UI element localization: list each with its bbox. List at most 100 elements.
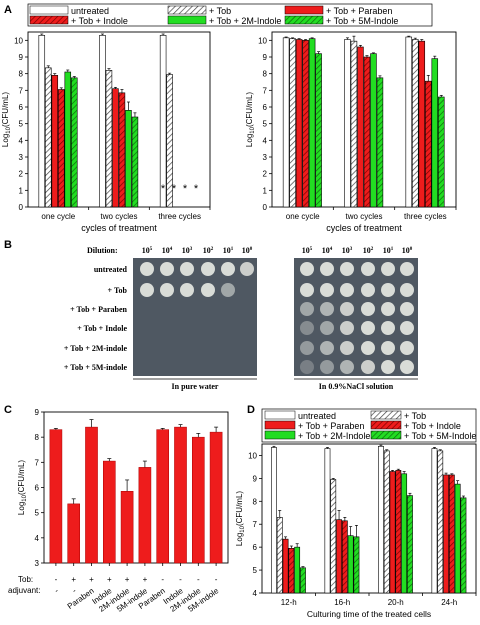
legend-entry: + Tob + 5M-Indole xyxy=(326,16,398,26)
legend-entry: untreated xyxy=(71,6,109,16)
colony-spot xyxy=(400,341,414,355)
colony-spot xyxy=(221,283,235,297)
plate-row-label: untreated xyxy=(94,265,128,274)
bar xyxy=(357,46,364,208)
colony-spot xyxy=(381,302,395,316)
chart-a-right: 0 1 2 3 4 5 6 7 8 9 10 one cycle two cycles three cyc… xyxy=(245,31,457,233)
legend-entry: + Tob xyxy=(404,411,426,421)
legend-a: untreated + Tob + Tob + Paraben + Tob + Ind… xyxy=(27,3,433,27)
colony-spot xyxy=(340,283,354,297)
y-tick-label: 10 xyxy=(258,36,267,45)
bar xyxy=(156,429,170,564)
colony-spot xyxy=(340,262,354,276)
colony-spot xyxy=(361,341,375,355)
colony-spot xyxy=(140,262,154,276)
bar xyxy=(344,39,351,208)
colony-spot xyxy=(160,262,174,276)
bar xyxy=(102,460,116,564)
dilution-label: Dilution: xyxy=(87,246,118,255)
colony-spot xyxy=(320,302,334,316)
colony-spot xyxy=(400,360,414,374)
y-tick-label: 5 xyxy=(19,120,24,129)
legend-entry: + Tob + 2M-Indole xyxy=(209,16,281,26)
legend-swatch xyxy=(264,410,296,420)
panel-d: untreated + Tob + Tob + Paraben + Tob + Ind… xyxy=(235,408,477,619)
y-tick-label: 1 xyxy=(263,186,268,195)
x-tick-label: 20-h xyxy=(388,598,404,607)
bar xyxy=(191,436,205,564)
colony-spot xyxy=(320,283,334,297)
legend-entry: + Tob xyxy=(209,6,231,16)
y-tick-label: 6 xyxy=(253,543,258,552)
y-tick-label: 5 xyxy=(263,120,268,129)
bar xyxy=(448,474,455,594)
y-tick-label: 10 xyxy=(248,451,257,460)
y-tick-label: 6 xyxy=(19,103,24,112)
colony-spot xyxy=(300,341,314,355)
colony-spot xyxy=(320,360,334,374)
y-tick-label: 7 xyxy=(253,520,258,529)
bar xyxy=(363,56,371,208)
colony-spot xyxy=(300,302,314,316)
bar xyxy=(300,567,306,594)
bar xyxy=(378,445,384,594)
y-tick-label: 3 xyxy=(35,559,40,568)
plate-row-label: + Tob + Indole xyxy=(77,324,127,333)
bar xyxy=(443,474,449,594)
y-tick-label: 4 xyxy=(35,534,40,543)
adjuvant-label: - xyxy=(53,586,61,595)
bar xyxy=(120,491,134,564)
dilution-label: 101 xyxy=(383,246,394,255)
bar xyxy=(99,35,106,208)
colony-spot xyxy=(300,360,314,374)
colony-spot xyxy=(400,283,414,297)
bar xyxy=(438,96,445,208)
y-axis-label: Log10(CFU/mL) xyxy=(17,460,28,515)
bar xyxy=(395,470,402,594)
colony-spot xyxy=(320,262,334,276)
panel-label-d: D xyxy=(247,404,255,416)
dilution-label: 105 xyxy=(142,246,153,255)
y-tick-label: 8 xyxy=(253,497,258,506)
plate-row-labels: untreated + Tob + Tob + Paraben + Tob + Ind… xyxy=(64,265,128,372)
panel-label-b: B xyxy=(4,239,12,251)
plate-row-label: + Tob + 5M-indole xyxy=(64,363,128,372)
bar xyxy=(209,431,223,564)
colony-spot xyxy=(221,262,235,276)
panel-label-c: C xyxy=(4,404,12,416)
y-tick-label: 7 xyxy=(35,458,40,467)
y-tick-label: 9 xyxy=(263,53,268,62)
legend-swatch xyxy=(29,5,69,15)
bar xyxy=(51,75,59,208)
tob-marker: + xyxy=(125,575,130,584)
panel-label-a: A xyxy=(4,4,12,16)
y-tick-label: 7 xyxy=(263,86,268,95)
bar xyxy=(105,70,113,208)
colony-spot xyxy=(240,262,254,276)
caption-pure-water: In pure water xyxy=(172,382,219,391)
x-tick-label: three cycles xyxy=(158,212,201,221)
bar xyxy=(294,546,301,594)
dilution-label: 103 xyxy=(182,246,193,255)
bar xyxy=(407,495,413,594)
bar xyxy=(341,520,348,594)
bar xyxy=(282,37,290,208)
bar xyxy=(118,92,126,208)
colony-spot xyxy=(381,321,395,335)
panel-a: untreated + Tob + Tob + Paraben + Tob + Ind… xyxy=(1,3,457,233)
dilution-label: 102 xyxy=(363,246,374,255)
legend-swatch xyxy=(284,15,324,25)
y-axis-label: Log10(CFU/mL) xyxy=(245,92,256,147)
bar xyxy=(71,77,78,208)
dilution-label: 105 xyxy=(302,246,313,255)
y-tick-label: 9 xyxy=(19,53,24,62)
colony-spot xyxy=(180,262,194,276)
x-tick-label: 12-h xyxy=(281,598,297,607)
tob-row-label: Tob: xyxy=(18,575,33,584)
colony-spot xyxy=(361,262,375,276)
colony-spot xyxy=(381,262,395,276)
plate-right xyxy=(294,258,418,376)
colony-spot xyxy=(340,302,354,316)
colony-spot xyxy=(160,283,174,297)
